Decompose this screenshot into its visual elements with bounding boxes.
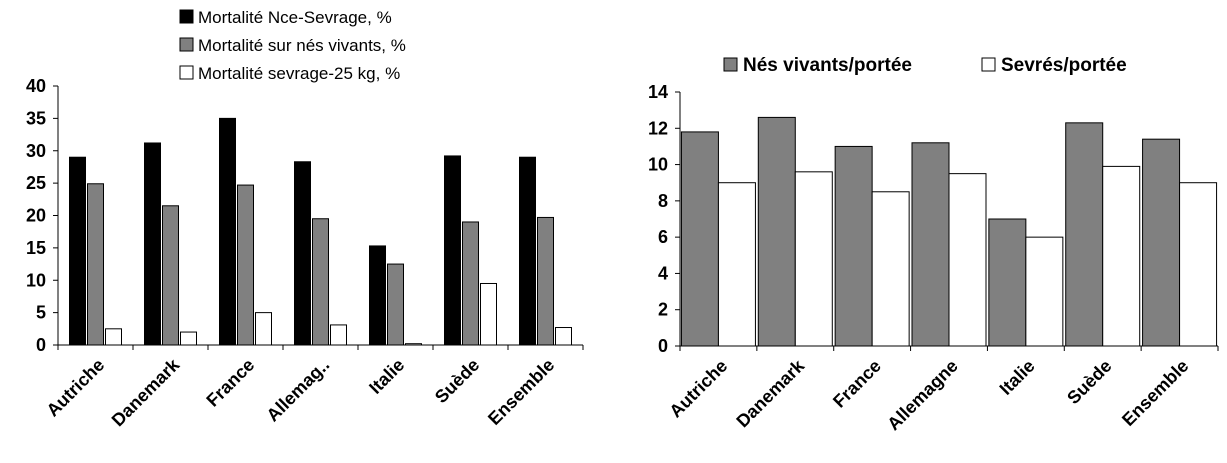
x-tick-label: Italie <box>365 355 408 398</box>
x-tick-label: France <box>829 356 885 412</box>
y-tick-label: 40 <box>26 76 46 96</box>
bar <box>1025 236 1064 347</box>
x-tick-label: Danemark <box>108 354 184 430</box>
bar <box>834 145 873 347</box>
mortality-chart: 0 5 10 15 20 25 30 35 40 Autriche Danemark France Al… <box>26 8 584 430</box>
x-tick-label: Autriche <box>43 355 109 421</box>
bar <box>405 343 422 346</box>
bar <box>162 205 179 346</box>
bar <box>988 218 1027 347</box>
legend-swatch <box>981 57 996 72</box>
x-tick-label: France <box>202 355 258 411</box>
bar <box>537 216 554 346</box>
x-tick-label: Autriche <box>665 356 731 422</box>
bar <box>871 191 910 347</box>
bar <box>911 142 950 347</box>
legend-label: Mortalité sevrage-25 kg, % <box>198 64 400 83</box>
legend-label: Sevrés/portée <box>1001 55 1127 76</box>
bar <box>255 312 272 346</box>
left-legend: Mortalité Nce-Sevrage, % Mortalité sur né… <box>179 8 406 83</box>
bar <box>312 218 329 346</box>
legend-item: Nés vivants/portée <box>723 55 912 76</box>
x-tick-label: Allemag.. <box>263 355 334 426</box>
y-tick-label: 8 <box>658 191 668 211</box>
bar <box>369 245 386 346</box>
bar <box>757 116 796 347</box>
bar <box>180 331 197 346</box>
y-tick-label: 15 <box>26 238 46 258</box>
x-tick-label: Suède <box>431 355 483 407</box>
bar <box>387 263 404 346</box>
bar <box>219 117 236 346</box>
y-tick-label: 30 <box>26 141 46 161</box>
legend-item: Sevrés/portée <box>981 55 1127 76</box>
legend-item: Mortalité sevrage-25 kg, % <box>179 64 400 83</box>
x-tick-label: Italie <box>996 356 1039 399</box>
bar <box>87 183 104 346</box>
bar <box>69 156 86 346</box>
litter-size-chart: 0 2 4 6 8 10 12 14 Autriche Danemark FranceAllemag… <box>648 55 1219 435</box>
legend-swatch <box>179 37 194 52</box>
y-tick-label: 10 <box>26 270 46 290</box>
y-tick-label: 14 <box>648 82 668 102</box>
bar <box>237 184 254 346</box>
y-tick-label: 25 <box>26 173 46 193</box>
bar <box>480 282 497 346</box>
legend-swatch <box>723 57 738 72</box>
x-tick-label: Suède <box>1063 356 1115 408</box>
bar <box>1179 182 1218 347</box>
y-tick-label: 0 <box>658 336 668 356</box>
right-legend: Nés vivants/portée Sevrés/portée <box>723 55 1127 76</box>
legend-item: Mortalité sur nés vivants, % <box>179 36 406 55</box>
bar <box>717 182 756 347</box>
y-tick-label: 35 <box>26 108 46 128</box>
bar <box>1065 122 1104 347</box>
bar <box>462 221 479 346</box>
bar <box>105 328 122 346</box>
bar <box>294 161 311 346</box>
bar <box>1102 165 1141 347</box>
bar <box>555 327 572 346</box>
bar <box>948 173 987 347</box>
y-tick-label: 10 <box>648 155 668 175</box>
bar <box>330 324 347 346</box>
legend-swatch <box>179 65 194 80</box>
y-tick-label: 4 <box>658 263 668 283</box>
legend-label: Mortalité sur nés vivants, % <box>198 36 406 55</box>
y-tick-label: 20 <box>26 206 46 226</box>
bar <box>1142 138 1181 347</box>
legend-label: Mortalité Nce-Sevrage, % <box>198 8 392 27</box>
legend-swatch <box>179 9 194 24</box>
y-tick-label: 2 <box>658 300 668 320</box>
bar <box>444 155 461 346</box>
x-tick-label: Ensemble <box>1118 356 1192 430</box>
y-tick-label: 6 <box>658 227 668 247</box>
y-tick-label: 0 <box>36 335 46 355</box>
legend-item: Mortalité Nce-Sevrage, % <box>179 8 392 27</box>
bar <box>794 171 833 347</box>
x-tick-label: Danemark <box>732 355 808 431</box>
x-tick-label: Allemagne <box>883 356 962 435</box>
y-tick-label: 5 <box>36 303 46 323</box>
bar <box>519 156 536 346</box>
x-tick-label: Ensemble <box>484 355 558 429</box>
bar <box>680 131 719 347</box>
legend-label: Nés vivants/portée <box>743 55 912 76</box>
left-bars: Autriche Danemark France Allemag.. Italie Suè… <box>43 117 572 430</box>
y-tick-label: 12 <box>648 118 668 138</box>
bar <box>144 142 161 346</box>
